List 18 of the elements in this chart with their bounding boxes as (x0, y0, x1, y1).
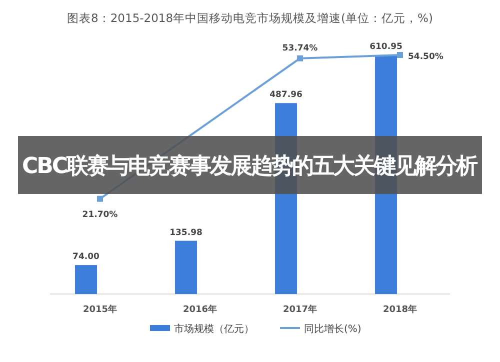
data-label: 74.00 (72, 252, 100, 262)
bar (175, 240, 197, 294)
annotation: CBC联赛与电竞赛事发展趋势的五大关键见解分析 (22, 153, 478, 179)
data-label: 53.74% (282, 43, 318, 54)
legend-label: 同比增长(%) (304, 323, 362, 335)
data-label: 54.50% (408, 52, 444, 62)
legend-label: 市场规模（亿元） (174, 323, 254, 335)
data-label: 610.95 (370, 42, 402, 52)
x-tick-label: 2018年 (382, 304, 418, 315)
data-label: 487.96 (270, 90, 302, 100)
x-tick-label: 2015年 (82, 304, 118, 315)
banner: CBC联赛与电竞赛事发展趋势的五大关键见解分析 (18, 136, 482, 194)
data-label: 135.98 (170, 228, 202, 238)
x-tick-label: 2017年 (282, 304, 318, 315)
chart-title: 图表8：2015-2018年中国移动电竞市场规模及增速(单位：亿元，%) (67, 11, 433, 25)
data-label: 21.70% (82, 210, 118, 220)
bar (75, 265, 97, 294)
x-tick-label: 2016年 (182, 304, 218, 315)
